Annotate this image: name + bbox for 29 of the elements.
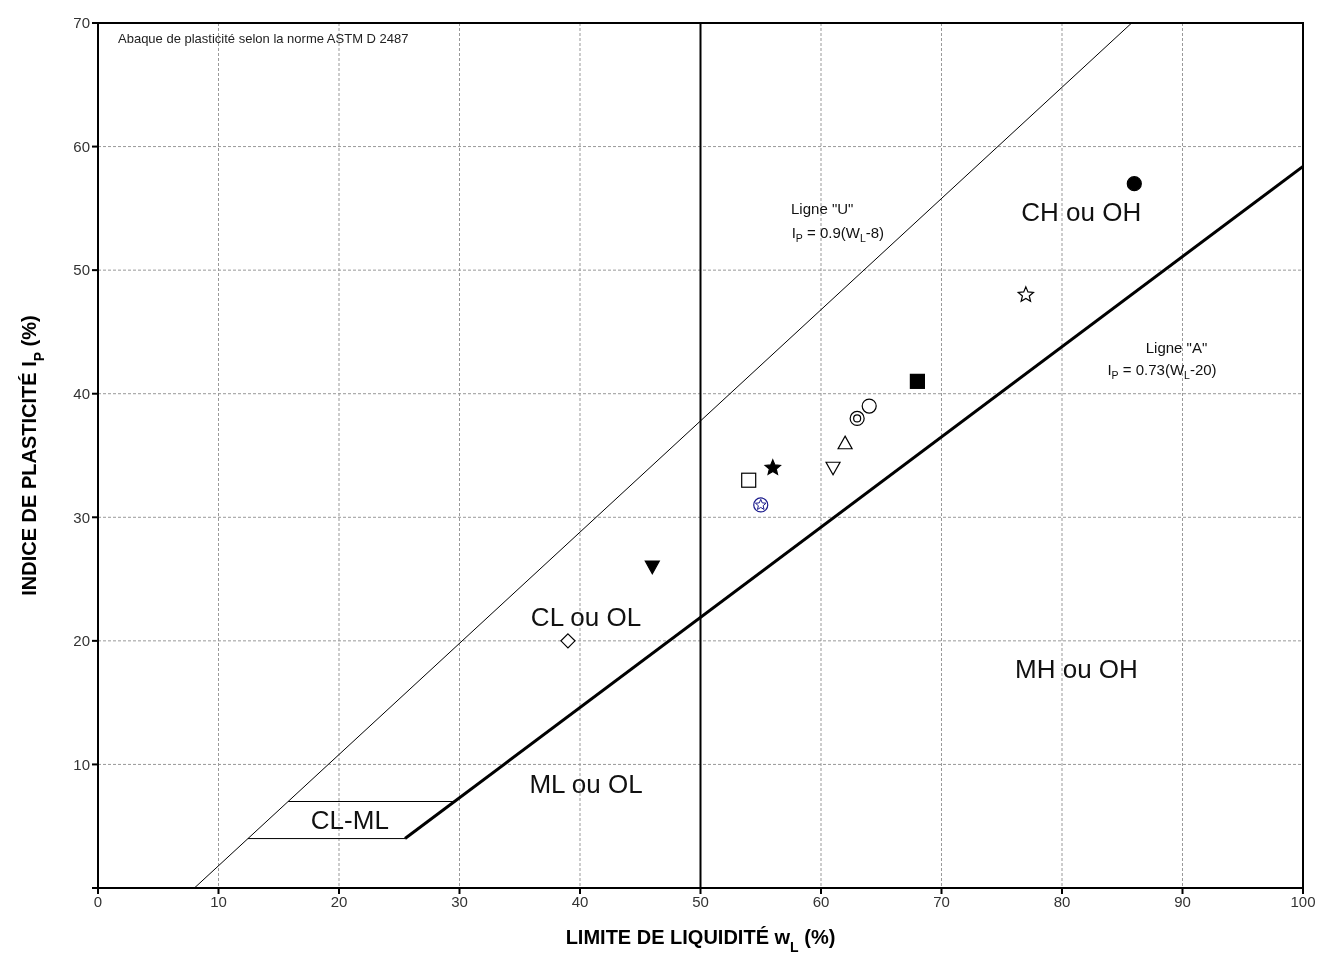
annotation: CH ou OH — [1021, 197, 1142, 228]
x-tick-label: 30 — [451, 892, 468, 910]
y-tick-label: 40 — [73, 385, 90, 403]
annotation: Abaque de plasticité selon la norme ASTM D 2487 — [118, 31, 409, 46]
x-axis-title: LIMITE DE LIQUIDITÉ w$_{L}$ (%) — [565, 926, 836, 955]
annotation: Ligne "A" — [1145, 338, 1208, 356]
y-tick-label: 70 — [73, 14, 90, 32]
x-tick-label: 10 — [210, 892, 227, 910]
y-tick-label: 60 — [73, 137, 90, 155]
y-tick-label: 50 — [73, 261, 90, 279]
annotation: CL ou OL — [530, 602, 642, 633]
annotation: ML ou OL — [529, 769, 643, 800]
x-tick-label: 80 — [1053, 892, 1071, 910]
annotation: I$_{P}$ = 0.73(W$_{L}$-20) — [1107, 360, 1217, 381]
y-tick-label: 20 — [73, 632, 90, 650]
annotation: MH ou OH — [1015, 654, 1138, 685]
annotation: Ligne "U" — [791, 199, 854, 217]
x-tick-label: 50 — [692, 892, 709, 910]
y-tick-label: 10 — [73, 755, 90, 773]
annotation: I$_{P}$ = 0.9(W$_{L}$-8) — [791, 223, 885, 244]
annotation: CL-ML — [310, 805, 389, 836]
x-tick-label: 0 — [93, 892, 103, 910]
y-tick-label: 30 — [73, 508, 90, 526]
x-tick-label: 60 — [812, 892, 830, 910]
x-tick-label: 40 — [571, 892, 589, 910]
x-tick-label: 90 — [1174, 892, 1191, 910]
x-tick-label: 70 — [933, 892, 950, 910]
x-tick-label: 20 — [330, 892, 348, 910]
x-tick-label: 100 — [1290, 892, 1316, 910]
